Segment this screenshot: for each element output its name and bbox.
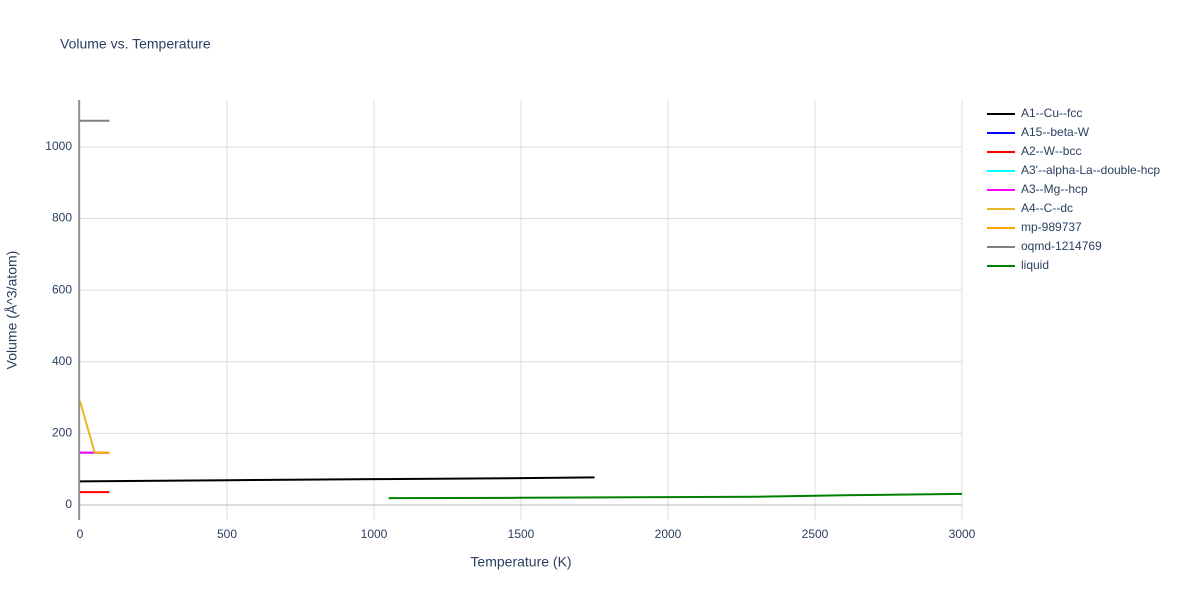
chart-title: Volume vs. Temperature <box>60 36 211 52</box>
y-tick-label: 200 <box>52 426 72 440</box>
y-axis-label: Volume (Å^3/atom) <box>4 251 20 370</box>
y-tick-label: 800 <box>52 211 72 225</box>
legend-label: A15--beta-W <box>1021 125 1090 139</box>
y-tick-label: 0 <box>65 497 72 511</box>
series-line <box>388 492 963 500</box>
legend-label: A4--C--dc <box>1021 201 1073 215</box>
legend-label: A3'--alpha-La--double-hcp <box>1021 163 1160 177</box>
x-tick-label: 1000 <box>361 527 388 541</box>
x-tick-label: 0 <box>77 527 84 541</box>
legend-label: A3--Mg--hcp <box>1021 182 1088 196</box>
x-tick-label: 3000 <box>949 527 976 541</box>
series-line <box>79 400 110 454</box>
legend-label: mp-989737 <box>1021 220 1082 234</box>
y-tick-label: 600 <box>52 282 72 296</box>
legend-label: A1--Cu--fcc <box>1021 106 1082 120</box>
y-tick-label: 1000 <box>45 139 72 153</box>
legend-label: A2--W--bcc <box>1021 144 1081 158</box>
legend-label: oqmd-1214769 <box>1021 239 1102 253</box>
x-tick-label: 2500 <box>802 527 829 541</box>
x-tick-label: 1500 <box>508 527 535 541</box>
x-tick-label: 2000 <box>655 527 682 541</box>
legend-label: liquid <box>1021 258 1049 272</box>
x-axis-label: Temperature (K) <box>470 554 571 570</box>
y-tick-label: 400 <box>52 354 72 368</box>
x-tick-label: 500 <box>217 527 237 541</box>
series-line <box>79 476 595 483</box>
